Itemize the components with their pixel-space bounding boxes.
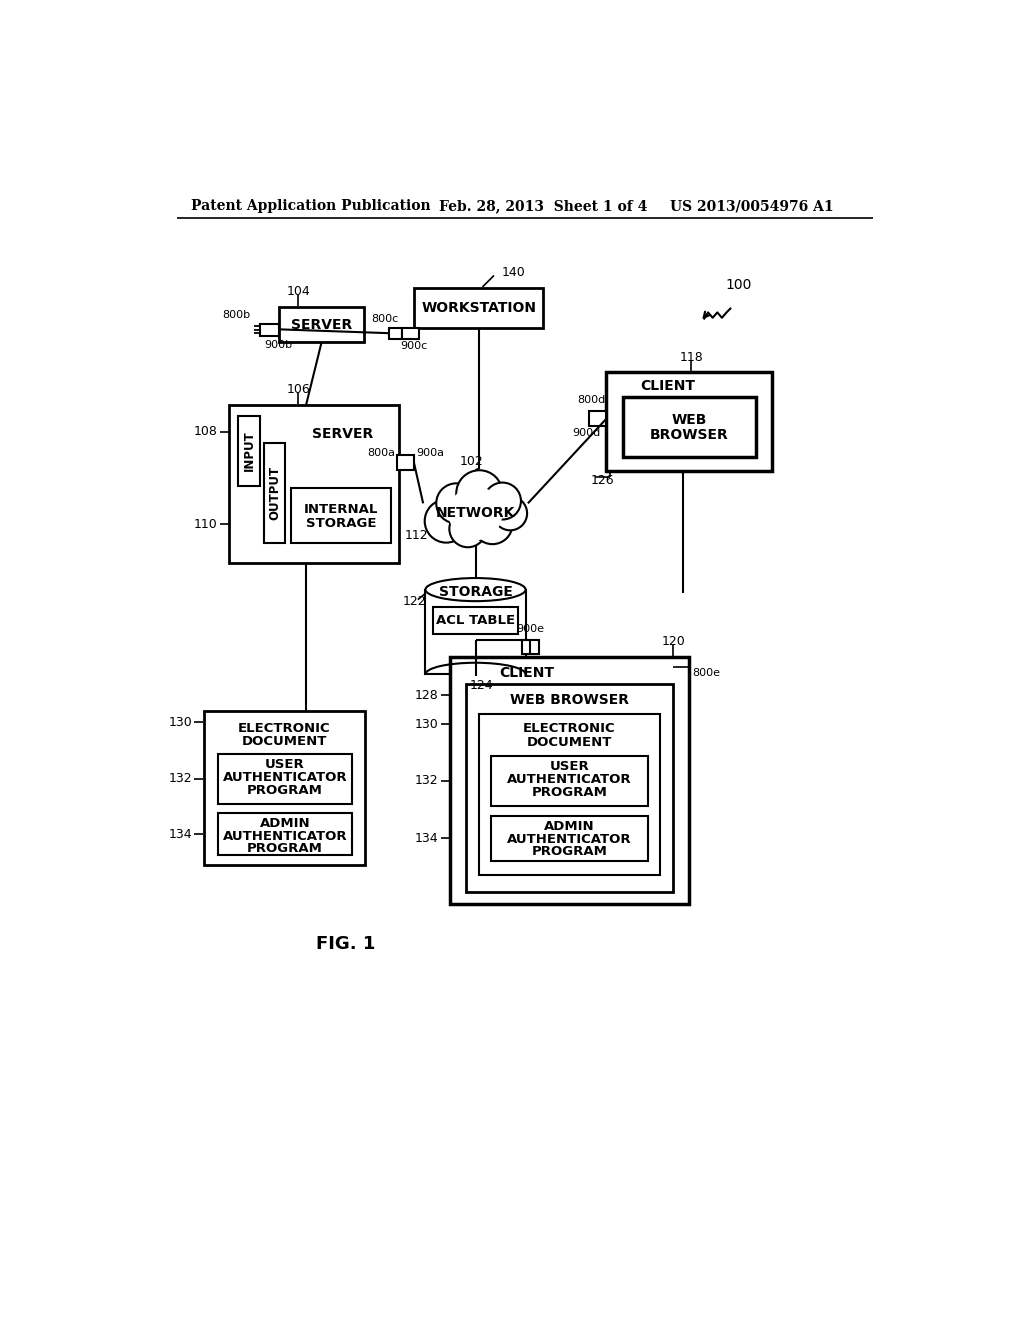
Text: WORKSTATION: WORKSTATION	[421, 301, 537, 314]
Text: SERVER: SERVER	[312, 428, 374, 441]
Text: 132: 132	[169, 772, 193, 785]
Bar	[389, 327, 401, 339]
Text: AUTHENTICATOR: AUTHENTICATOR	[222, 771, 347, 784]
Text: 800b: 800b	[222, 310, 251, 319]
Text: AUTHENTICATOR: AUTHENTICATOR	[507, 833, 632, 846]
Text: STORAGE: STORAGE	[305, 517, 376, 529]
Bar	[239, 416, 260, 486]
Text: 800e: 800e	[692, 668, 721, 677]
Text: STORAGE: STORAGE	[438, 585, 512, 599]
Bar	[606, 372, 772, 471]
Text: CLIENT: CLIENT	[500, 665, 555, 680]
Text: INTERNAL: INTERNAL	[303, 503, 378, 516]
Text: WEB BROWSER: WEB BROWSER	[510, 693, 629, 706]
Text: ACL TABLE: ACL TABLE	[436, 614, 515, 627]
Text: 110: 110	[194, 517, 217, 531]
Text: OUTPUT: OUTPUT	[268, 466, 281, 520]
Bar	[425, 590, 525, 675]
Text: ELECTRONIC: ELECTRONIC	[523, 722, 615, 735]
Text: 132: 132	[415, 775, 438, 788]
Bar	[217, 754, 352, 804]
Bar	[280, 308, 364, 342]
Bar	[490, 816, 648, 861]
Text: 118: 118	[679, 351, 703, 363]
Text: Patent Application Publication: Patent Application Publication	[190, 199, 430, 213]
Text: WEB: WEB	[672, 413, 708, 428]
Text: ADMIN: ADMIN	[544, 820, 595, 833]
Bar	[590, 411, 606, 426]
Bar	[479, 714, 659, 875]
Text: 108: 108	[194, 425, 217, 438]
Circle shape	[425, 499, 468, 543]
Text: ELECTRONIC: ELECTRONIC	[239, 722, 331, 735]
Text: USER: USER	[550, 760, 590, 774]
Bar	[291, 488, 391, 544]
Text: 102: 102	[460, 454, 484, 467]
Text: US 2013/0054976 A1: US 2013/0054976 A1	[670, 199, 834, 213]
Text: 140: 140	[502, 265, 525, 279]
Text: CLIENT: CLIENT	[641, 379, 695, 393]
Text: 130: 130	[415, 718, 438, 731]
Bar	[490, 756, 648, 807]
Text: INPUT: INPUT	[243, 430, 256, 471]
Bar	[217, 813, 352, 855]
Text: ADMIN: ADMIN	[260, 817, 310, 830]
Circle shape	[450, 511, 486, 548]
Text: 100: 100	[726, 279, 752, 293]
Text: 124: 124	[469, 678, 493, 692]
Text: DOCUMENT: DOCUMENT	[242, 735, 328, 748]
Text: SERVER: SERVER	[291, 318, 352, 331]
Text: 800c: 800c	[372, 314, 398, 323]
Circle shape	[436, 483, 476, 524]
Text: 104: 104	[287, 285, 310, 298]
Text: PROGRAM: PROGRAM	[247, 842, 323, 855]
Bar	[414, 288, 544, 327]
Circle shape	[472, 504, 512, 544]
Text: NETWORK: NETWORK	[436, 507, 515, 520]
Text: PROGRAM: PROGRAM	[247, 784, 323, 797]
Text: PROGRAM: PROGRAM	[531, 787, 607, 800]
Text: 106: 106	[287, 383, 310, 396]
Text: DOCUMENT: DOCUMENT	[526, 735, 612, 748]
Text: Feb. 28, 2013  Sheet 1 of 4: Feb. 28, 2013 Sheet 1 of 4	[438, 199, 647, 213]
Circle shape	[457, 470, 503, 516]
Circle shape	[449, 487, 503, 540]
Text: 130: 130	[168, 715, 193, 729]
Bar	[204, 711, 366, 866]
Text: AUTHENTICATOR: AUTHENTICATOR	[222, 829, 347, 842]
Bar	[521, 640, 539, 655]
Bar	[260, 323, 280, 335]
Text: PROGRAM: PROGRAM	[531, 845, 607, 858]
Text: 800d: 800d	[577, 395, 605, 405]
Text: 900d: 900d	[572, 428, 601, 437]
Bar	[433, 607, 518, 635]
Text: USER: USER	[265, 758, 305, 771]
Text: 900a: 900a	[416, 447, 444, 458]
Text: 126: 126	[591, 474, 614, 487]
Text: AUTHENTICATOR: AUTHENTICATOR	[507, 774, 632, 787]
Text: 120: 120	[662, 635, 685, 648]
Bar	[466, 684, 674, 892]
Ellipse shape	[425, 578, 525, 601]
Bar	[402, 327, 419, 339]
Text: 900b: 900b	[264, 339, 292, 350]
Bar	[624, 397, 756, 457]
Text: BROWSER: BROWSER	[650, 428, 729, 442]
Circle shape	[494, 496, 527, 531]
Bar	[264, 444, 286, 544]
Text: 900e: 900e	[516, 624, 544, 634]
Text: 122: 122	[402, 594, 426, 607]
Text: 128: 128	[415, 689, 438, 702]
Bar	[397, 455, 414, 470]
Text: 900c: 900c	[400, 342, 427, 351]
Text: 134: 134	[415, 832, 438, 845]
Bar	[451, 657, 689, 904]
Circle shape	[484, 483, 521, 520]
Bar	[229, 405, 398, 562]
Text: 800a: 800a	[368, 447, 395, 458]
Text: 112: 112	[404, 529, 428, 543]
Text: 134: 134	[169, 828, 193, 841]
Text: FIG. 1: FIG. 1	[316, 935, 376, 953]
